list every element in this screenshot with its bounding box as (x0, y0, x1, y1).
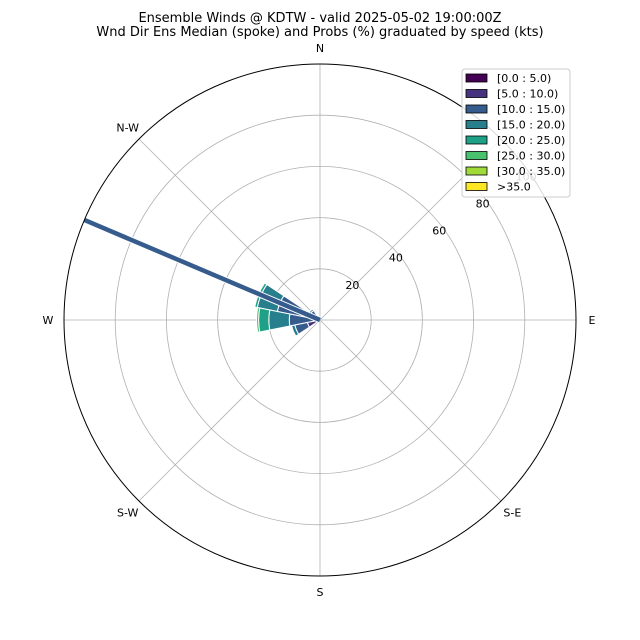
direction-label-w: W (43, 314, 54, 327)
sector-270-bin-3 (268, 309, 291, 331)
outer-circle (63, 63, 577, 577)
legend-swatch-0 (465, 73, 488, 83)
legend-swatch-3 (465, 120, 488, 129)
polar-grid (64, 64, 576, 576)
legend-swatch-4 (465, 135, 488, 145)
chart-subtitle: Wnd Dir Ens Median (spoke) and Probs (%)… (96, 25, 544, 40)
legend-swatch-1 (465, 89, 488, 98)
radial-tick-60: 60 (432, 225, 446, 238)
legend-box (461, 68, 571, 198)
legend-label-4: [20.0 : 25.0) (497, 134, 565, 147)
legend-label-6: [30.0 : 35.0) (497, 165, 565, 178)
direction-label-n: N (316, 42, 324, 55)
sector-270-bin-5 (256, 307, 261, 333)
legend-label-1: [5.0 : 10.0) (497, 88, 558, 101)
median-spokes (83, 216, 322, 323)
sector-270-bin-4 (258, 307, 271, 333)
sector-247.5-bin-3 (291, 324, 300, 337)
median-spoke (83, 217, 321, 323)
legend-swatch-7 (465, 182, 488, 191)
grid-radial-line (319, 319, 502, 502)
radial-tick-20: 20 (345, 279, 359, 292)
radial-tick-80: 80 (476, 197, 490, 210)
outer-ring (63, 63, 577, 577)
legend-swatch-5 (465, 151, 488, 160)
grid-radial-line (138, 138, 321, 321)
direction-labels: N N-W W S-W S S-E E (43, 42, 596, 599)
direction-label-e: E (589, 314, 596, 327)
legend-label-2: [10.0 : 15.0) (497, 103, 565, 116)
legend-label-0: [0.0 : 5.0) (497, 72, 551, 85)
legend-label-3: [15.0 : 20.0) (497, 119, 565, 132)
legend-swatch-6 (465, 166, 488, 176)
legend: [0.0 : 5.0) [5.0 : 10.0) [10.0 : 15.0) [15.… (461, 68, 571, 198)
direction-label-s: S (317, 586, 324, 599)
direction-label-s-e: S-E (503, 506, 521, 519)
grid-radial-line (138, 319, 321, 502)
legend-label-7: >35.0 (497, 181, 531, 194)
direction-label-s-w: S-W (117, 506, 139, 519)
legend-swatch-2 (465, 104, 488, 114)
direction-label-n-w: N-W (116, 122, 139, 135)
legend-label-5: [25.0 : 30.0) (497, 150, 565, 163)
chart-title: Ensemble Winds @ KDTW - valid 2025-05-02… (138, 11, 502, 26)
radial-tick-40: 40 (389, 252, 403, 265)
